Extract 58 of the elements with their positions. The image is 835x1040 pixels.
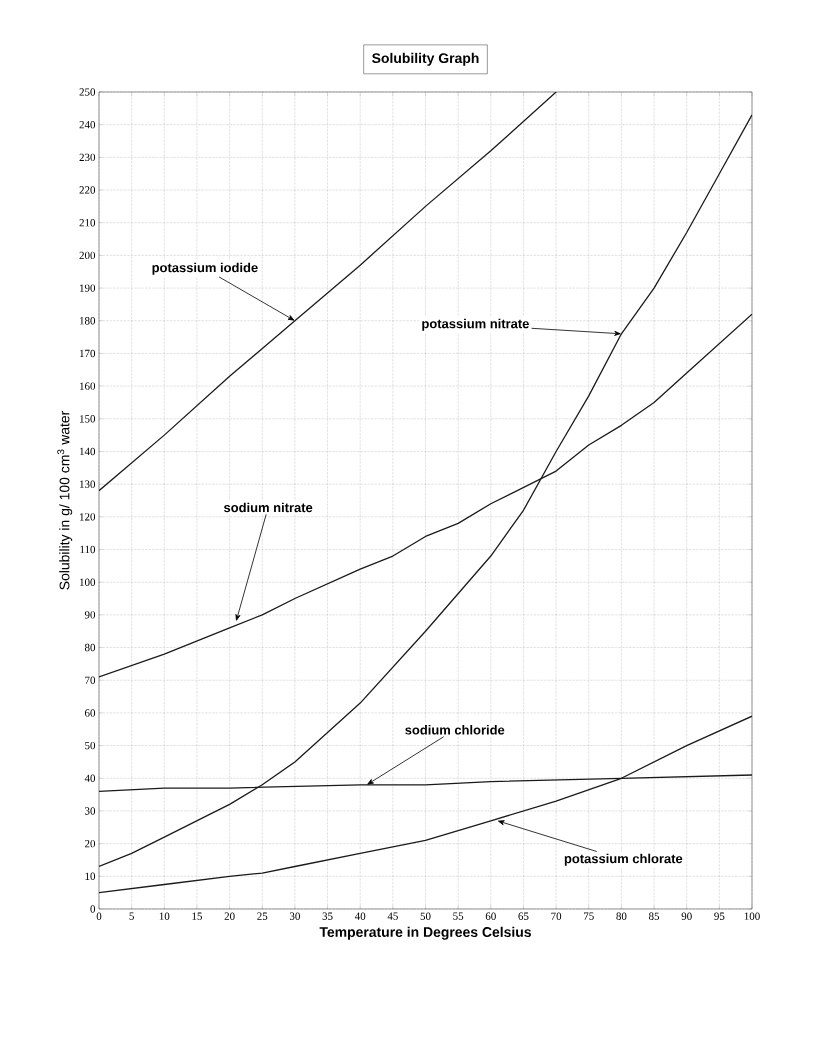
y-tick-label: 140 (80, 447, 96, 456)
y-tick-label: 240 (79, 120, 96, 129)
y-tick-label: 110 (80, 545, 96, 554)
y-tick-label: 130 (80, 480, 96, 488)
y-tick-label: 50 (85, 741, 96, 750)
chart-title: Solubility Graph (372, 52, 479, 66)
line-series (99, 114, 752, 868)
y-tick-label: 0 (90, 905, 96, 913)
y-tick-label: 200 (79, 251, 96, 260)
y-tick-label: 40 (84, 774, 96, 782)
annotation: potassium nitrate (422, 318, 529, 331)
x-tick-label: 55 (453, 912, 464, 920)
y-tick-label: 120 (80, 513, 96, 521)
x-tick-label: 0 (96, 912, 102, 920)
y-tick-label: 30 (85, 807, 96, 815)
y-tick-label: 160 (80, 382, 96, 390)
y-tick-label: 250 (79, 88, 96, 96)
x-tick-label: 35 (322, 912, 333, 920)
y-tick-label: 100 (80, 578, 96, 586)
x-tick-label: 65 (518, 912, 529, 920)
x-tick-label: 20 (224, 912, 235, 920)
y-tick-label: 20 (85, 839, 96, 848)
y-tick-label: 90 (84, 611, 96, 619)
x-tick-label: 10 (159, 912, 170, 920)
x-axis-title: Temperature in Degrees Celsius (319, 926, 531, 940)
x-tick-label: 45 (387, 912, 398, 920)
x-tick-label: 15 (192, 912, 202, 920)
annotation: potassium chlorate (564, 853, 683, 866)
y-tick-label: 170 (80, 349, 96, 358)
y-tick-label: 180 (80, 317, 96, 325)
x-tick-label: 30 (289, 912, 300, 920)
x-tick-label: 40 (354, 912, 366, 920)
x-tick-label: 60 (485, 912, 496, 920)
x-tick-label: 75 (583, 912, 594, 920)
y-tick-label: 80 (84, 643, 96, 652)
x-tick-label: 95 (714, 912, 725, 920)
x-tick-label: 85 (648, 912, 660, 920)
y-tick-label: 150 (80, 415, 96, 423)
x-tick-label: 80 (616, 912, 627, 920)
y-tick-label: 190 (80, 284, 96, 292)
y-tick-label: 70 (85, 676, 96, 684)
x-tick-label: 25 (257, 912, 268, 920)
line-series (99, 715, 752, 894)
x-tick-label: 50 (420, 912, 431, 920)
x-tick-label: 70 (551, 912, 562, 920)
y-tick-label: 210 (79, 219, 96, 227)
annotation: sodium nitrate (223, 502, 313, 513)
x-tick-label: 5 (129, 912, 134, 920)
x-tick-label: 100 (744, 912, 760, 920)
annotation: potassium iodide (152, 262, 258, 275)
y-tick-label: 230 (79, 153, 96, 162)
annotation: sodium chloride (405, 725, 505, 735)
y-tick-label: 220 (79, 186, 96, 194)
line-series (99, 91, 557, 492)
x-tick-label: 90 (681, 912, 692, 920)
y-tick-label: 10 (85, 872, 96, 881)
y-axis-title: Solubility in g/ 100 cm$^{3}$ water (57, 410, 73, 590)
y-tick-label: 60 (84, 709, 96, 717)
